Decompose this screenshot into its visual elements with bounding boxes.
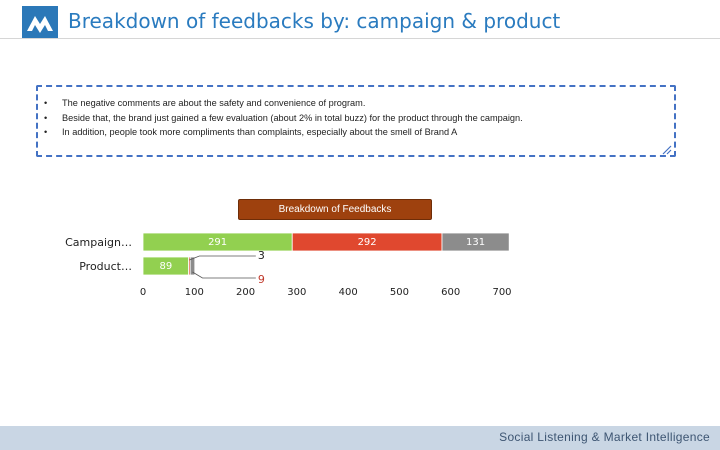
data-label: 3	[258, 249, 265, 262]
category-label: Campaign…	[65, 236, 132, 249]
feedback-chart: Campaign… Product… 291 292 131 89 3 9 0 100 200 300…	[65, 232, 512, 298]
resize-corner-icon	[662, 145, 672, 155]
title-divider	[0, 38, 720, 39]
x-tick-label: 200	[236, 287, 255, 298]
note-text: Beside that, the brand just gained a few…	[62, 112, 523, 123]
x-tick-label: 500	[390, 287, 409, 298]
bar-segment	[441, 232, 510, 252]
x-tick-label: 700	[492, 287, 511, 298]
data-label: 9	[258, 273, 265, 286]
note-item: • The negative comments are about the saf…	[44, 96, 674, 111]
data-label: 89	[159, 261, 172, 272]
x-tick-label: 300	[287, 287, 306, 298]
x-tick-label: 100	[185, 287, 204, 298]
notes-list: • The negative comments are about the saf…	[44, 96, 674, 140]
footer-bar: Social Listening & Market Intelligence	[0, 426, 720, 450]
category-label: Product…	[79, 260, 132, 273]
bar-segment	[189, 256, 196, 276]
data-label: 292	[358, 237, 377, 248]
note-item: • In addition, people took more complimen…	[44, 125, 674, 140]
callout-line	[189, 255, 256, 261]
page-title: Breakdown of feedbacks by: campaign & pr…	[68, 9, 561, 33]
x-tick-label: 400	[339, 287, 358, 298]
x-tick-label: 0	[140, 287, 146, 298]
x-tick-label: 600	[441, 287, 460, 298]
note-text: In addition, people took more compliment…	[62, 127, 458, 138]
callout-line	[192, 271, 256, 279]
note-item: • Beside that, the brand just gained a fe…	[44, 111, 674, 126]
data-label: 291	[208, 237, 227, 248]
brand-logo	[22, 6, 58, 38]
bullet-icon: •	[44, 98, 48, 108]
note-text: The negative comments are about the safe…	[62, 98, 366, 108]
data-label: 131	[466, 237, 485, 248]
bullet-icon: •	[44, 112, 48, 123]
notes-box: • The negative comments are about the saf…	[36, 85, 676, 157]
logo-mountain-icon	[27, 16, 53, 33]
chart-title: Breakdown of Feedbacks	[238, 199, 432, 220]
bullet-icon: •	[44, 127, 48, 138]
footer-text: Social Listening & Market Intelligence	[499, 430, 710, 444]
